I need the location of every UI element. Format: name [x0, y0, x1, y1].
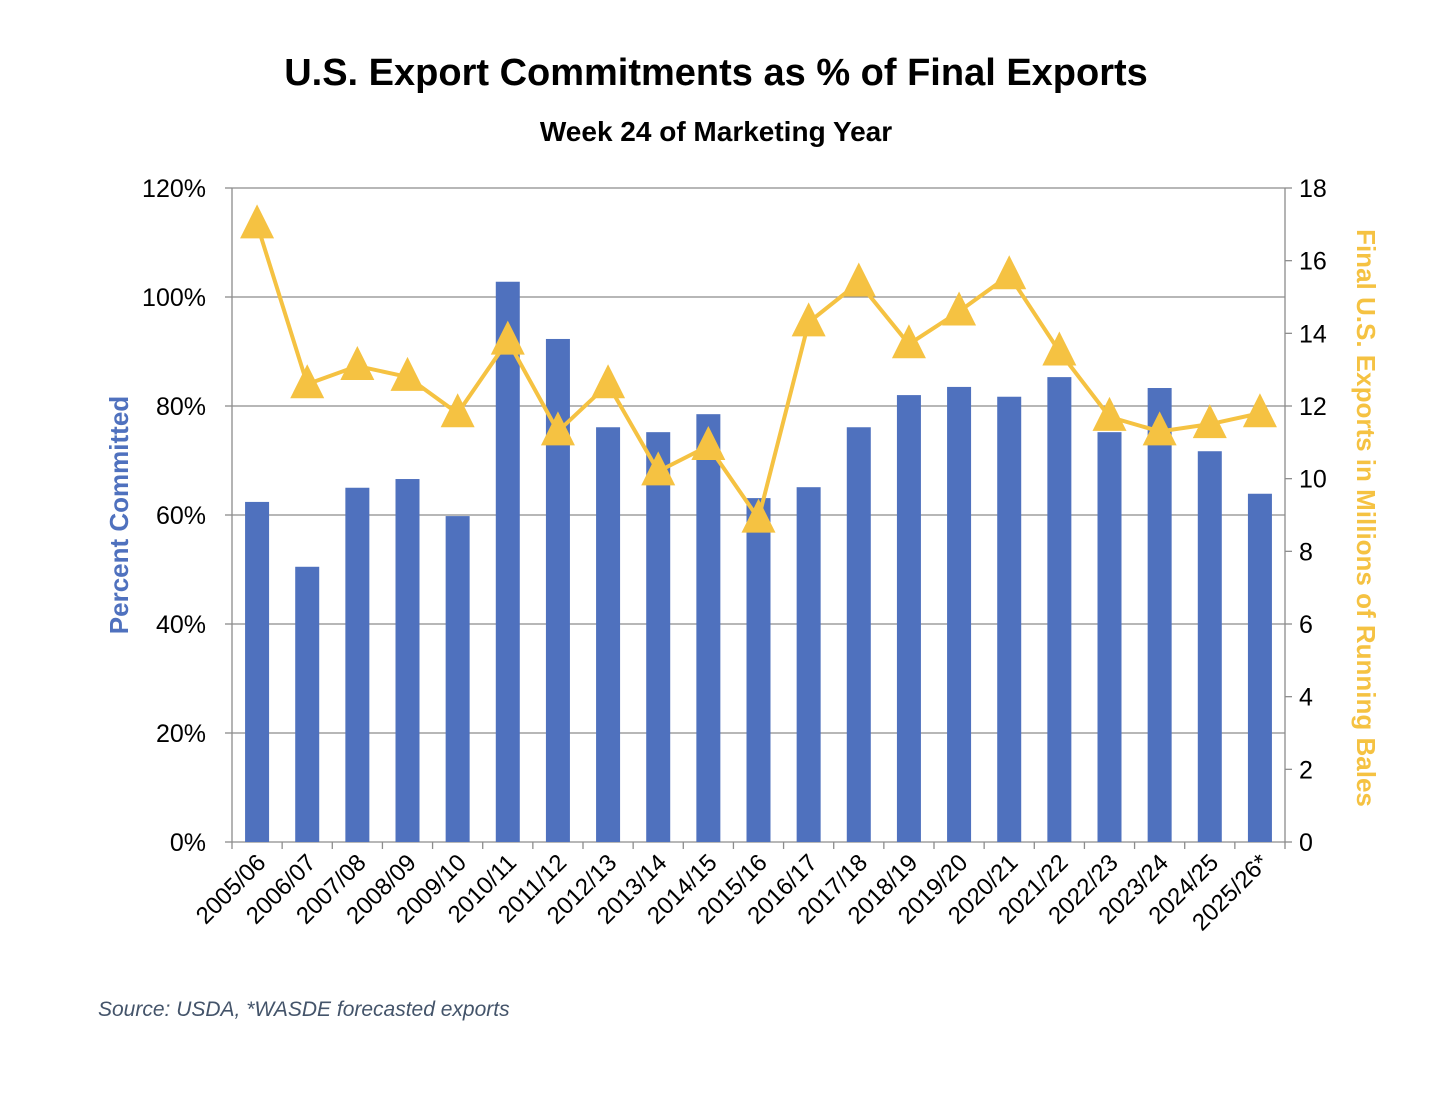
triangle-marker	[691, 425, 726, 460]
left-tick-label: 80%	[156, 393, 206, 421]
triangle-marker	[891, 324, 926, 359]
bar	[947, 386, 972, 842]
bar	[445, 516, 470, 842]
triangle-marker	[540, 411, 575, 446]
bar	[1097, 432, 1122, 842]
triangle-marker	[641, 451, 676, 486]
left-tick-label: 100%	[142, 284, 206, 312]
triangle-marker	[591, 364, 626, 399]
chart-title: U.S. Export Commitments as % of Final Ex…	[284, 52, 1148, 94]
right-tick-label: 10	[1299, 466, 1327, 494]
right-tick-label: 16	[1299, 248, 1327, 276]
right-tick-label: 8	[1299, 538, 1313, 566]
bar	[1047, 377, 1072, 842]
bar	[896, 395, 921, 842]
bar	[295, 566, 320, 842]
bar	[395, 479, 420, 842]
bar	[846, 427, 871, 842]
bar	[696, 414, 721, 842]
left-tick-label: 0%	[170, 829, 206, 857]
bar	[1197, 451, 1222, 842]
bar	[1147, 388, 1172, 842]
right-tick-label: 2	[1299, 756, 1313, 784]
left-tick-label: 120%	[142, 175, 206, 203]
right-tick-label: 4	[1299, 684, 1313, 712]
triangle-marker	[240, 204, 275, 239]
triangle-marker	[992, 255, 1027, 290]
bar	[345, 487, 370, 842]
source-note: Source: USDA, *WASDE forecasted exports	[98, 998, 510, 1021]
bar	[997, 396, 1022, 842]
triangle-marker	[791, 302, 826, 337]
chart-subtitle: Week 24 of Marketing Year	[539, 116, 893, 147]
right-tick-label: 14	[1299, 320, 1327, 348]
right-tick-label: 18	[1299, 175, 1327, 203]
triangle-marker	[1192, 404, 1227, 439]
triangle-marker	[741, 498, 776, 533]
bar	[495, 281, 520, 842]
right-tick-label: 6	[1299, 611, 1313, 639]
left-tick-label: 40%	[156, 611, 206, 639]
triangle-marker	[340, 346, 375, 381]
bar	[245, 501, 270, 842]
triangle-marker	[440, 393, 475, 428]
left-tick-label: 20%	[156, 720, 206, 748]
bar	[646, 432, 671, 842]
triangle-marker	[1092, 396, 1127, 431]
bar	[796, 487, 821, 842]
triangle-marker	[390, 356, 425, 391]
left-tick-label: 60%	[156, 502, 206, 530]
right-tick-label: 12	[1299, 393, 1327, 421]
right-axis-title: Final U.S. Exports in Millions of Runnin…	[1351, 229, 1381, 807]
triangle-marker	[290, 364, 325, 399]
triangle-marker	[490, 320, 525, 355]
triangle-marker	[942, 291, 977, 326]
bar	[746, 498, 771, 842]
triangle-marker	[1142, 411, 1177, 446]
bar	[1247, 493, 1272, 842]
triangle-marker	[841, 262, 876, 297]
left-axis-title: Percent Committed	[104, 396, 134, 634]
triangle-marker	[1042, 331, 1077, 366]
right-tick-label: 0	[1299, 829, 1313, 857]
triangle-marker	[1242, 393, 1277, 428]
bar	[596, 427, 621, 842]
